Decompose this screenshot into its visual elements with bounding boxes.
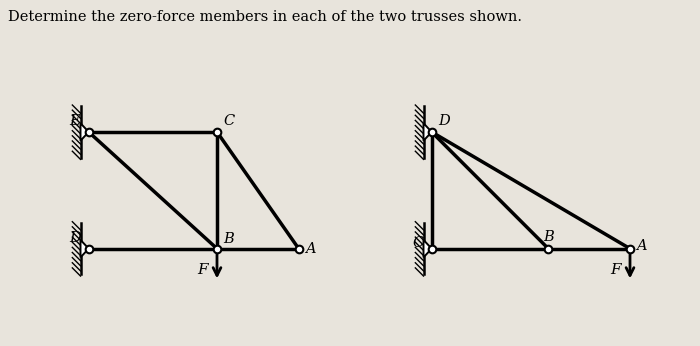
Text: C: C (223, 115, 235, 128)
Text: B: B (223, 232, 234, 246)
Text: D: D (69, 231, 81, 245)
Polygon shape (80, 240, 89, 257)
Text: D: D (439, 115, 450, 128)
Text: E: E (69, 115, 80, 128)
Text: A: A (636, 239, 647, 253)
Text: F: F (197, 263, 209, 277)
Text: Determine the zero-force members in each of the two trusses shown.: Determine the zero-force members in each… (8, 10, 522, 24)
Polygon shape (424, 123, 432, 141)
Polygon shape (424, 240, 432, 257)
Polygon shape (80, 123, 89, 141)
Text: B: B (543, 230, 554, 244)
Text: A: A (305, 242, 316, 256)
Text: F: F (610, 263, 622, 277)
Text: C: C (412, 236, 423, 250)
